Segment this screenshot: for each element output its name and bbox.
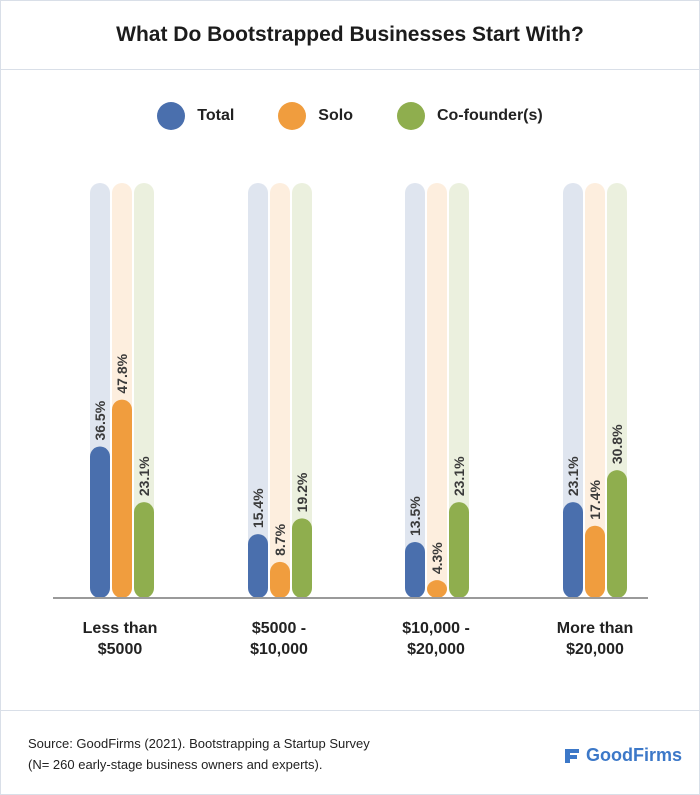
source-line-1: Source: GoodFirms (2021). Bootstrapping … <box>28 736 370 751</box>
data-label-solo-1: 8.7% <box>272 523 288 555</box>
data-label-total-3: 23.1% <box>565 456 581 496</box>
bar-chart: 36.5% 15.4% 13.5% 23.1% 47.8% 8.7% 4.3% 17.4% 23… <box>53 183 648 599</box>
bar-cofounders-0 <box>134 502 154 598</box>
data-label-cofounders-3: 30.8% <box>609 424 625 464</box>
category-label-2-line1: $10,000 - <box>402 620 470 637</box>
bar-track-solo-1 <box>270 183 290 598</box>
category-label-2-line2: $20,000 <box>407 641 465 658</box>
bar-cofounders-1 <box>292 518 312 598</box>
category-label-0-line1: Less than <box>82 620 158 637</box>
category-label-3-line2: $20,000 <box>566 641 624 658</box>
legend-swatch-solo <box>278 102 307 130</box>
bar-track-total-1 <box>248 183 268 598</box>
bar-track-solo-3 <box>585 183 605 598</box>
bar-track-solo-2 <box>427 183 447 598</box>
legend-item-cofounders: Co-founder(s) <box>396 98 543 134</box>
bar-total-1 <box>248 534 268 598</box>
category-label-3: More than $20,000 <box>525 618 665 660</box>
category-label-0-line2: $5000 <box>97 641 143 658</box>
data-label-total-0: 36.5% <box>92 400 108 440</box>
bar-cofounders-3 <box>607 470 627 598</box>
legend: Total Solo Co-founder(s) <box>0 98 700 134</box>
bar-cofounders-2 <box>449 502 469 598</box>
category-label-1-line1: $5000 - <box>251 620 307 637</box>
category-label-0: Less than $5000 <box>50 618 190 660</box>
source-note: Source: GoodFirms (2021). Bootstrapping … <box>28 733 370 775</box>
bar-total-0 <box>90 446 110 598</box>
category-label-2: $10,000 - $20,000 <box>366 618 506 660</box>
bar-solo-1 <box>270 561 290 598</box>
bar-track-cofounders-2 <box>449 183 469 598</box>
legend-label-total: Total <box>197 107 235 124</box>
category-label-3-line1: More than <box>556 620 634 637</box>
goodfirms-logo[interactable]: GoodFirms <box>562 745 682 766</box>
bar-solo-3 <box>585 525 605 598</box>
bar-track-cofounders-1 <box>292 183 312 598</box>
bar-track-total-2 <box>405 183 425 598</box>
chart-title: What Do Bootstrapped Businesses Start Wi… <box>0 0 700 70</box>
bar-solo-0 <box>112 399 132 598</box>
footer: Source: GoodFirms (2021). Bootstrapping … <box>0 710 700 795</box>
bar-total-2 <box>405 541 425 598</box>
legend-swatch-total <box>157 102 186 130</box>
data-label-total-2: 13.5% <box>407 496 423 536</box>
bar-total-3 <box>563 502 583 598</box>
data-label-cofounders-2: 23.1% <box>451 456 467 496</box>
source-line-2: (N= 260 early-stage business owners and … <box>28 757 323 772</box>
category-label-1: $5000 - $10,000 <box>209 618 349 660</box>
bar-track-cofounders-0 <box>134 183 154 598</box>
data-label-solo-3: 17.4% <box>587 480 603 520</box>
goodfirms-logo-icon <box>565 748 579 763</box>
data-label-cofounders-0: 23.1% <box>136 456 152 496</box>
data-label-solo-2: 4.3% <box>429 542 445 574</box>
legend-swatch-cofounders <box>396 102 425 130</box>
bar-solo-2 <box>427 580 447 598</box>
legend-item-solo: Solo <box>278 98 353 134</box>
legend-item-total: Total <box>157 98 234 134</box>
legend-label-solo: Solo <box>318 107 353 124</box>
brand-name: GoodFirms <box>586 745 683 765</box>
category-label-1-line2: $10,000 <box>250 641 308 658</box>
data-label-total-1: 15.4% <box>250 488 266 528</box>
data-label-cofounders-1: 19.2% <box>294 472 310 512</box>
bar-track-total-3 <box>563 183 583 598</box>
data-label-solo-0: 47.8% <box>114 353 130 393</box>
legend-label-cofounders: Co-founder(s) <box>436 107 543 124</box>
